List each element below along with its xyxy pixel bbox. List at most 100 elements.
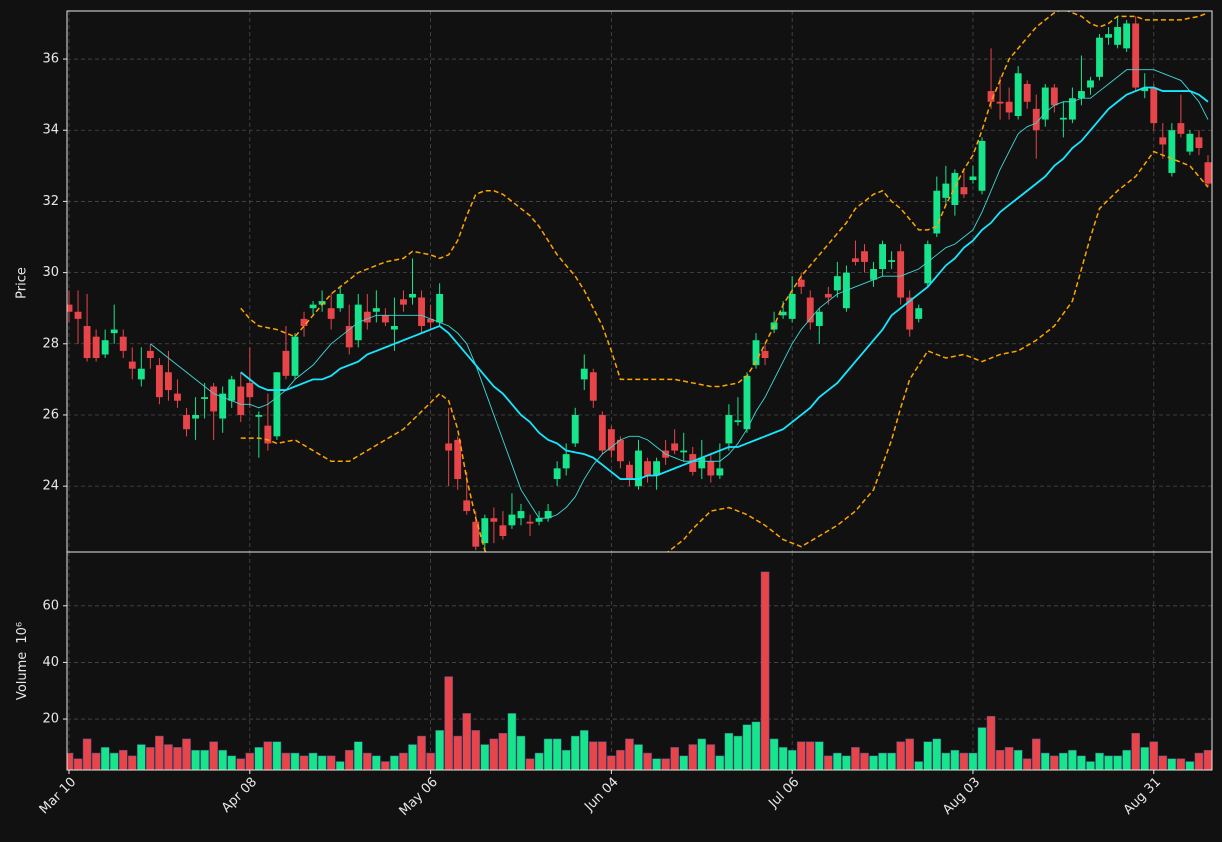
volume-bar [805, 741, 815, 770]
y-tick-label: 36 [42, 52, 59, 67]
volume-bar [561, 749, 571, 770]
candle-body [1050, 87, 1058, 106]
volume-bar [896, 741, 905, 770]
volume-bar [634, 744, 643, 770]
candle-body [716, 468, 724, 476]
candle-body [1023, 83, 1031, 102]
candle-body [987, 91, 995, 102]
volume-bar [787, 749, 797, 770]
candle-body [336, 293, 344, 309]
overlay-line [240, 150, 1209, 552]
volume-bar [1095, 752, 1104, 770]
candle-body [1105, 34, 1112, 38]
volume-bar [552, 738, 562, 770]
candle-body [1186, 133, 1194, 152]
candle-body [1078, 91, 1085, 99]
candle-body [526, 521, 534, 524]
volume-bar [91, 752, 101, 770]
volume-frame [66, 551, 1213, 771]
candle-body [580, 368, 588, 380]
volume-bar [136, 744, 146, 770]
volume-bar [1050, 755, 1059, 770]
volume-bar [155, 735, 164, 770]
volume-bar [625, 738, 634, 770]
volume-bar [968, 752, 978, 770]
candle-body [969, 176, 977, 181]
volume-bar [724, 732, 734, 770]
candle-body [472, 521, 480, 547]
volume-bar [326, 755, 336, 770]
candle-body [400, 299, 407, 305]
y-tick-label: 28 [42, 336, 59, 351]
candle-body [1014, 73, 1022, 116]
candle-body [1132, 23, 1140, 88]
candle-body [372, 308, 380, 312]
candle-body [635, 450, 642, 487]
candle-body [571, 414, 579, 444]
candle-body [390, 325, 398, 330]
volume-bar [236, 758, 246, 770]
candle-body [942, 183, 950, 198]
overlay-line [240, 86, 1209, 480]
candle-body [327, 308, 335, 319]
candle-body [436, 293, 444, 323]
candle-body [210, 386, 218, 412]
candle-body [888, 260, 896, 262]
candle-body [653, 461, 661, 476]
volume-bar [227, 755, 237, 770]
candle-body [183, 414, 190, 430]
volume-bar [1022, 758, 1032, 770]
volume-bar [444, 676, 453, 770]
candle-body [300, 318, 308, 326]
volume-bar [932, 738, 942, 770]
volume-bar [869, 755, 878, 770]
volume-bar [191, 749, 200, 770]
candle-body [1005, 101, 1013, 113]
volume-bar [1158, 755, 1168, 770]
volume-bar [579, 730, 589, 770]
y-tick-label: 30 [42, 265, 59, 280]
candle-body [381, 315, 389, 323]
volume-bar [173, 747, 182, 770]
volume-bar [652, 758, 661, 770]
candle-body [779, 311, 787, 316]
grid-layer [67, 11, 1212, 770]
candle-body [1068, 98, 1076, 120]
y-tick-label: 26 [42, 407, 59, 422]
candle-body [852, 258, 859, 262]
candle-body [616, 439, 624, 462]
volume-bar [1086, 761, 1095, 770]
candle-body [508, 514, 516, 526]
candle-body [246, 382, 254, 398]
volume-bar [697, 738, 707, 770]
candle-body [237, 386, 245, 415]
volume-bar [73, 758, 83, 770]
candle-body [562, 454, 570, 469]
candle-body [110, 329, 118, 334]
candle-body [553, 468, 561, 480]
volume-bar [281, 752, 291, 770]
candle-body [1041, 87, 1049, 120]
volume-bar [489, 738, 499, 770]
candle-body [427, 318, 435, 323]
candle-body [933, 190, 941, 234]
volume-bar [471, 730, 481, 770]
overlay-layer [150, 11, 1209, 552]
volume-unit: 10⁶ [15, 622, 30, 644]
volume-bar [887, 752, 896, 770]
candle-body [83, 325, 91, 359]
volume-bar [218, 749, 227, 770]
volume-bar [317, 755, 327, 770]
candle-body [418, 297, 425, 326]
volume-bar [534, 752, 544, 770]
volume-bar [1176, 758, 1186, 770]
candle-body [833, 276, 841, 291]
volume-bar [100, 747, 110, 770]
volume-bar [308, 752, 318, 770]
volume-bar [824, 755, 833, 770]
volume-bar [670, 747, 679, 770]
candle-body [689, 454, 697, 472]
volume-bar [209, 741, 218, 770]
